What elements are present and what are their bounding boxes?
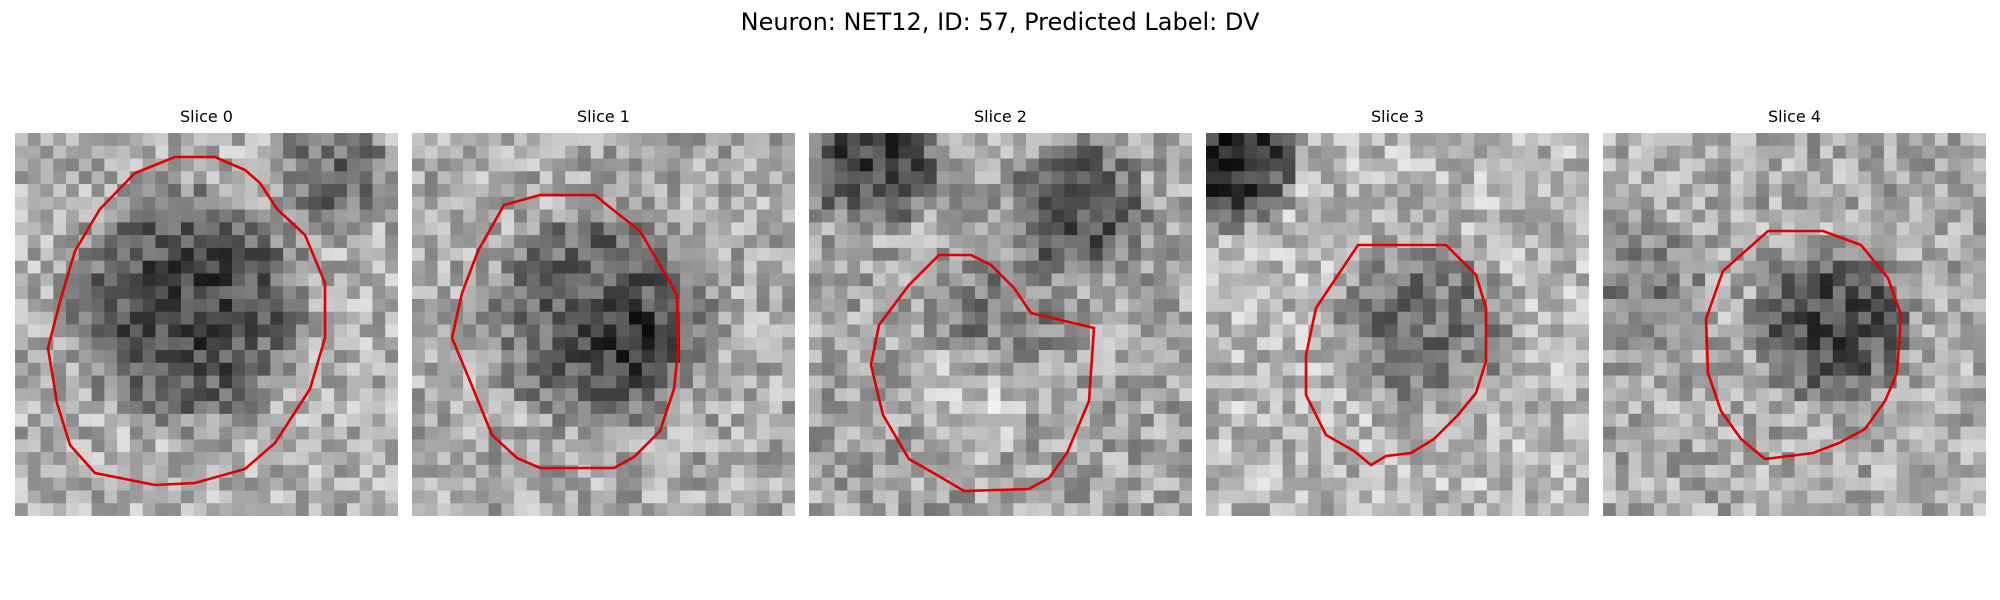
slice-image: [1206, 133, 1589, 516]
slice-panel-1: Slice 1: [412, 106, 795, 516]
slice-panel-4: Slice 4: [1603, 106, 1986, 516]
slice-panel-3: Slice 3: [1206, 106, 1589, 516]
pixel-grid: [1206, 133, 1589, 516]
slice-panel-0: Slice 0: [15, 106, 398, 516]
slice-title: Slice 1: [577, 107, 630, 126]
pixel-grid: [15, 133, 398, 516]
figure-title: Neuron: NET12, ID: 57, Predicted Label: …: [740, 8, 1260, 36]
pixel-grid: [809, 133, 1192, 516]
pixel-grid: [1603, 133, 1986, 516]
slice-image: [412, 133, 795, 516]
slice-image: [1603, 133, 1986, 516]
slice-title: Slice 4: [1768, 107, 1821, 126]
slice-title: Slice 0: [180, 107, 233, 126]
slice-title: Slice 2: [974, 107, 1027, 126]
roi-contour: [869, 253, 1096, 493]
slice-panel-2: Slice 2: [809, 106, 1192, 516]
roi-contour: [46, 155, 327, 487]
roi-contour: [1304, 243, 1488, 467]
roi-contour: [450, 193, 680, 470]
roi-contour: [1704, 229, 1903, 461]
slice-image: [15, 133, 398, 516]
pixel-grid: [412, 133, 795, 516]
slice-image: [809, 133, 1192, 516]
slice-title: Slice 3: [1371, 107, 1424, 126]
